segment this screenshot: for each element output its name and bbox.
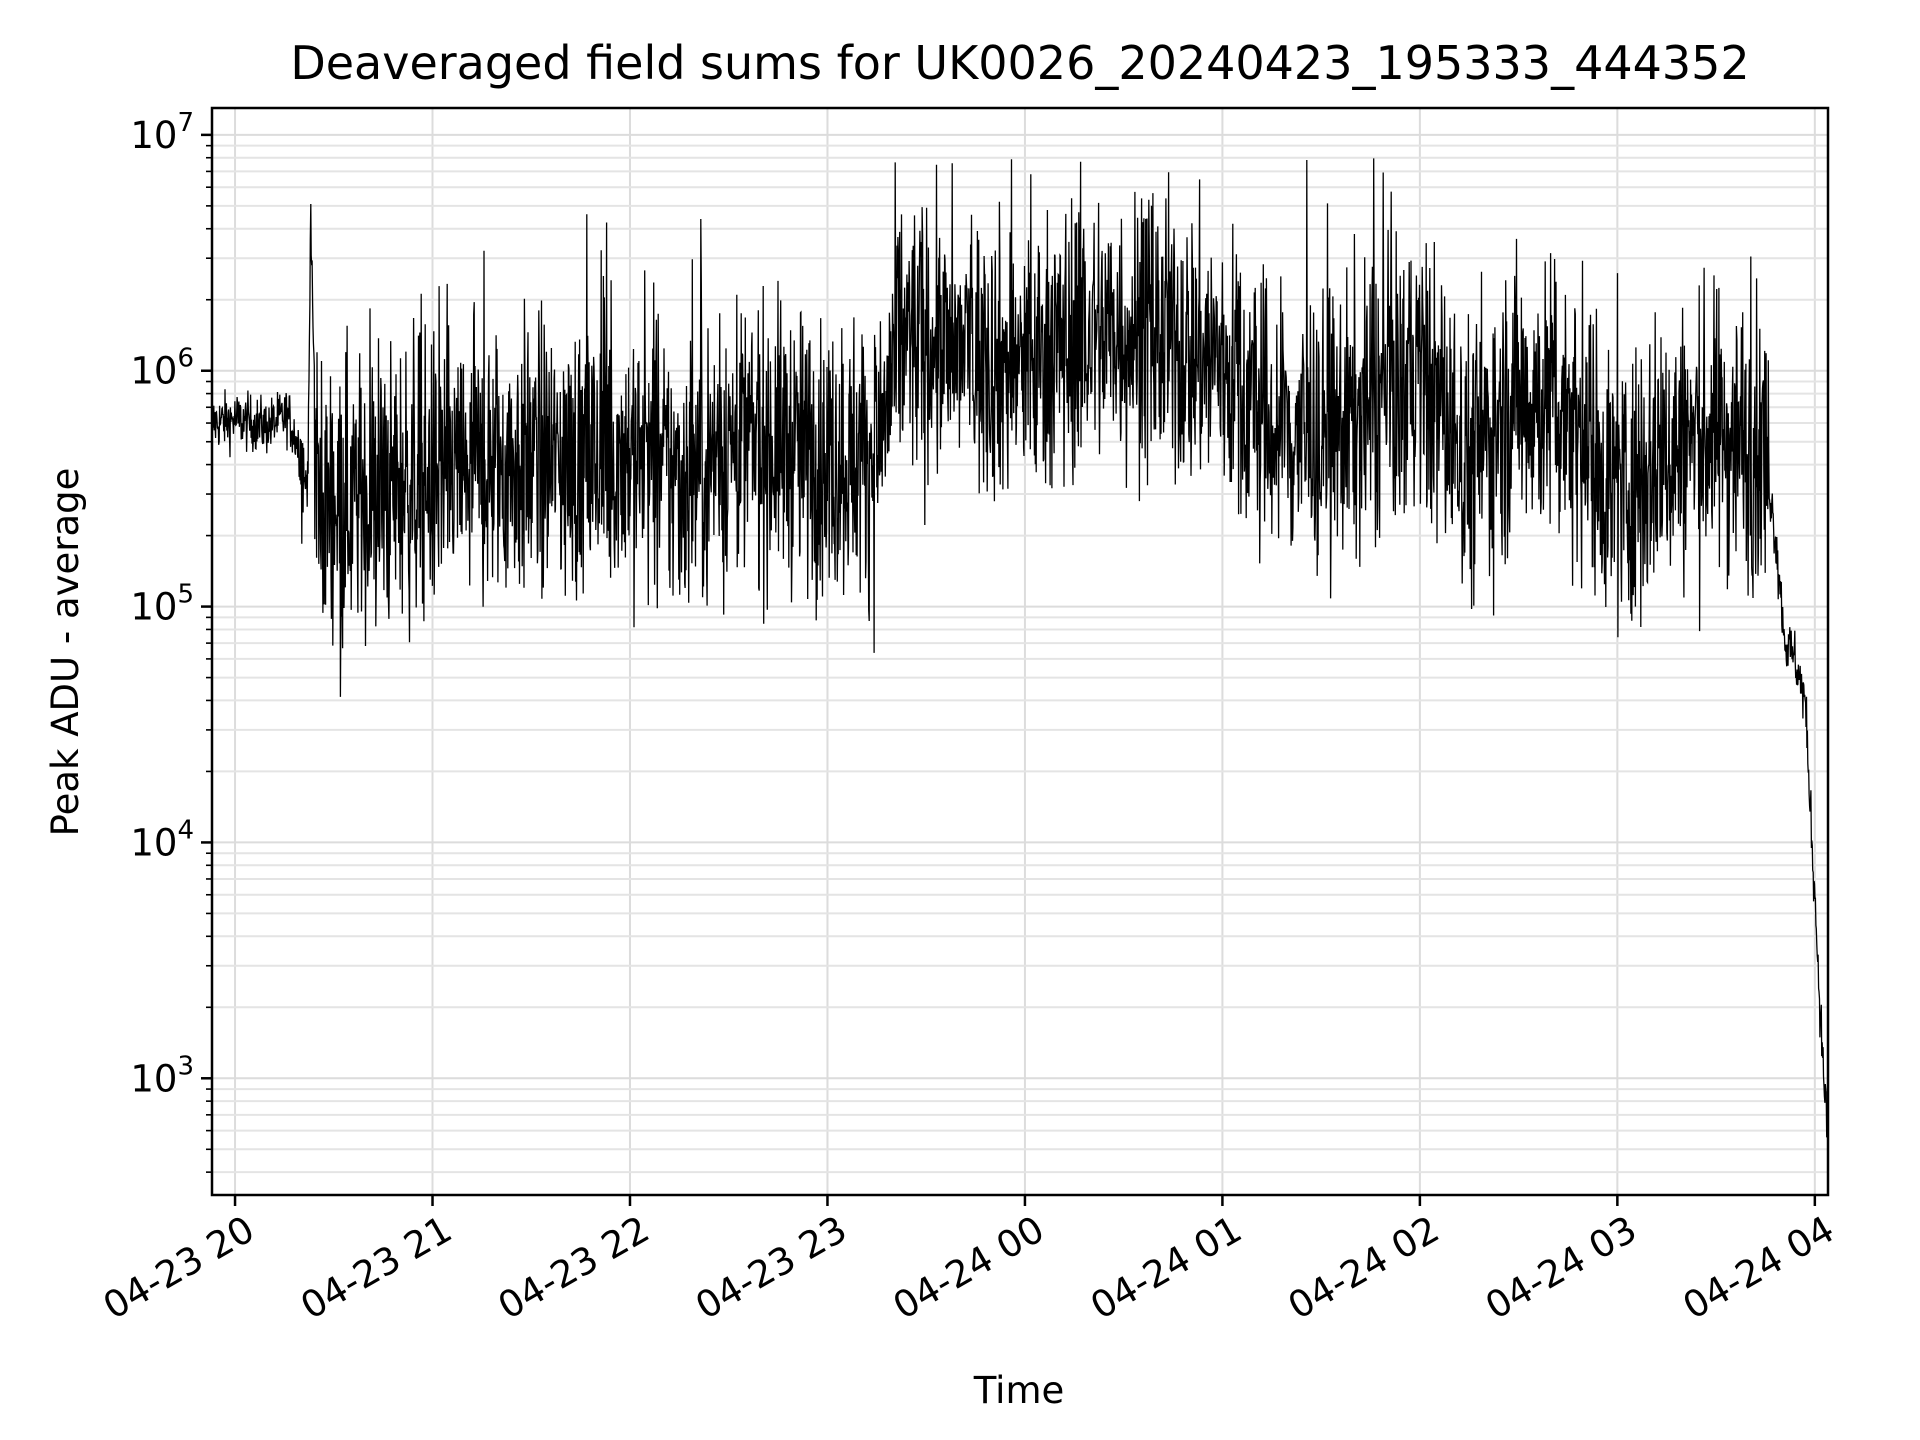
x-tick-label: 04-23 23: [688, 1208, 854, 1328]
x-tick-label: 04-24 02: [1281, 1208, 1447, 1328]
y-axis-label: Peak ADU - average: [44, 468, 87, 837]
y-tick-label: 106: [130, 344, 194, 393]
x-tick-label: 04-23 21: [293, 1208, 459, 1328]
plot-frame: [210, 106, 1830, 1197]
series-line-0: [211, 158, 1829, 1138]
x-axis: 04-23 20 04-23 21 04-23 22 04-23 23 04-24 00…: [96, 1195, 1841, 1328]
x-tick-label: 04-23 22: [491, 1208, 657, 1328]
x-tick-label: 04-23 20: [96, 1208, 262, 1328]
y-axis: 103 104 105 106 107: [130, 108, 212, 1173]
y-tick-label: 103: [130, 1051, 194, 1100]
x-tick-label: 04-24 03: [1478, 1208, 1644, 1328]
y-tick-label: 107: [130, 108, 194, 157]
x-tick-label: 04-24 01: [1083, 1208, 1249, 1328]
y-tick-label: 105: [130, 580, 194, 629]
series-layer: [211, 158, 1829, 1138]
x-tick-label: 04-24 04: [1676, 1208, 1842, 1328]
y-tick-label: 104: [130, 815, 194, 864]
grid-lines: [212, 108, 1828, 1195]
x-tick-label: 04-24 00: [886, 1208, 1052, 1328]
chart-title: Deaveraged field sums for UK0026_2024042…: [290, 36, 1749, 90]
x-axis-label: Time: [973, 1369, 1065, 1412]
